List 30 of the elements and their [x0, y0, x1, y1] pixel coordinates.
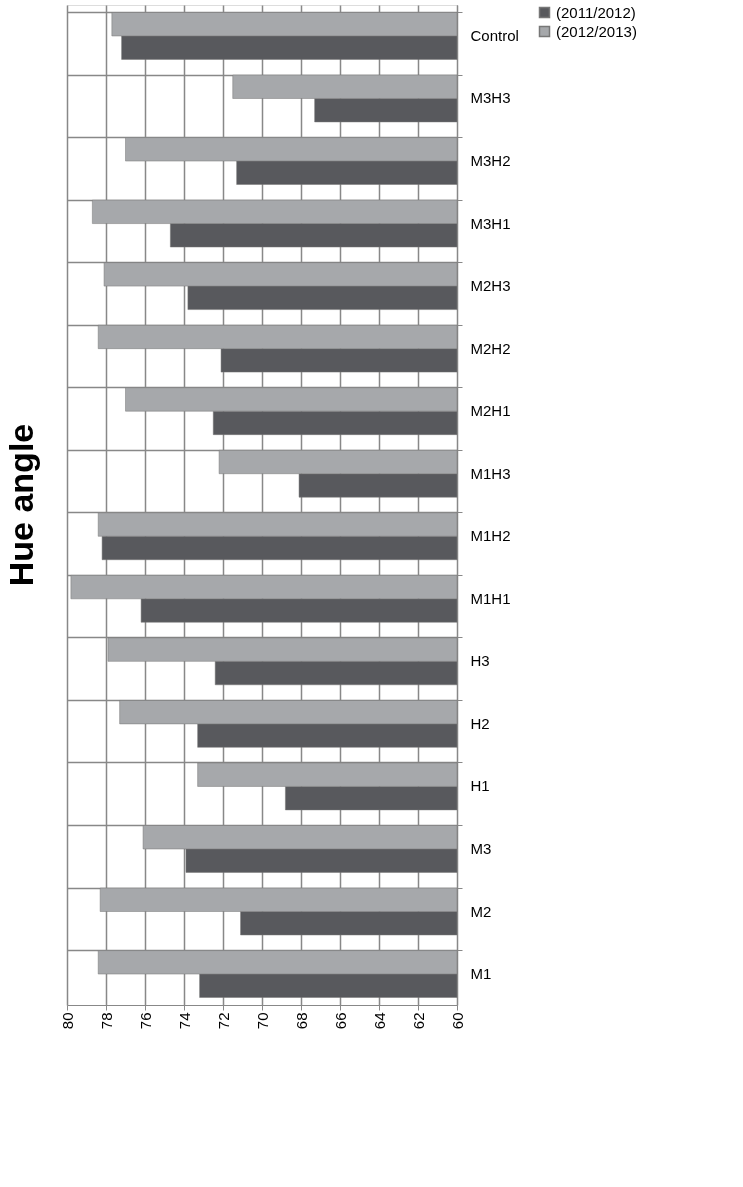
x-tick-label: 74 — [175, 1012, 193, 1030]
y-tick-label: M2H1 — [470, 402, 511, 420]
y-tick-label: M2H2 — [470, 339, 511, 357]
x-tick-label: 62 — [409, 1012, 427, 1030]
y-tick-label: M3H3 — [470, 89, 511, 107]
x-tick-label: 60 — [448, 1012, 466, 1030]
y-tick-label: H1 — [470, 777, 490, 795]
y-tick-label: Control — [470, 26, 519, 44]
y-tick-label: M1H2 — [470, 527, 511, 545]
x-tick-label: 70 — [253, 1012, 271, 1030]
y-tick-label: M2 — [470, 902, 492, 920]
legend-label: (2011/2012) — [556, 3, 636, 21]
y-tick-label: M1H3 — [470, 464, 511, 482]
x-tick-label: 80 — [58, 1012, 76, 1030]
y-tick-label: M3 — [470, 839, 492, 857]
x-tick-label: 66 — [331, 1012, 349, 1030]
y-tick-label: M3H2 — [470, 152, 511, 170]
x-tick-label: 76 — [136, 1012, 154, 1030]
y-tick-label: M1 — [470, 965, 492, 983]
y-tick-label: M3H1 — [470, 214, 511, 232]
legend-label: (2012/2013) — [556, 22, 637, 40]
x-tick-label: 68 — [292, 1012, 310, 1030]
y-tick-label: H2 — [470, 714, 490, 732]
x-tick-label: 64 — [370, 1012, 388, 1030]
x-tick-label: 72 — [214, 1012, 232, 1030]
y-tick-label: M2H3 — [470, 277, 511, 295]
text: Hue angle — [2, 423, 40, 587]
y-tick-label: H3 — [470, 652, 490, 670]
y-tick-label: M1H1 — [470, 589, 511, 607]
x-tick-label: 78 — [97, 1012, 115, 1030]
